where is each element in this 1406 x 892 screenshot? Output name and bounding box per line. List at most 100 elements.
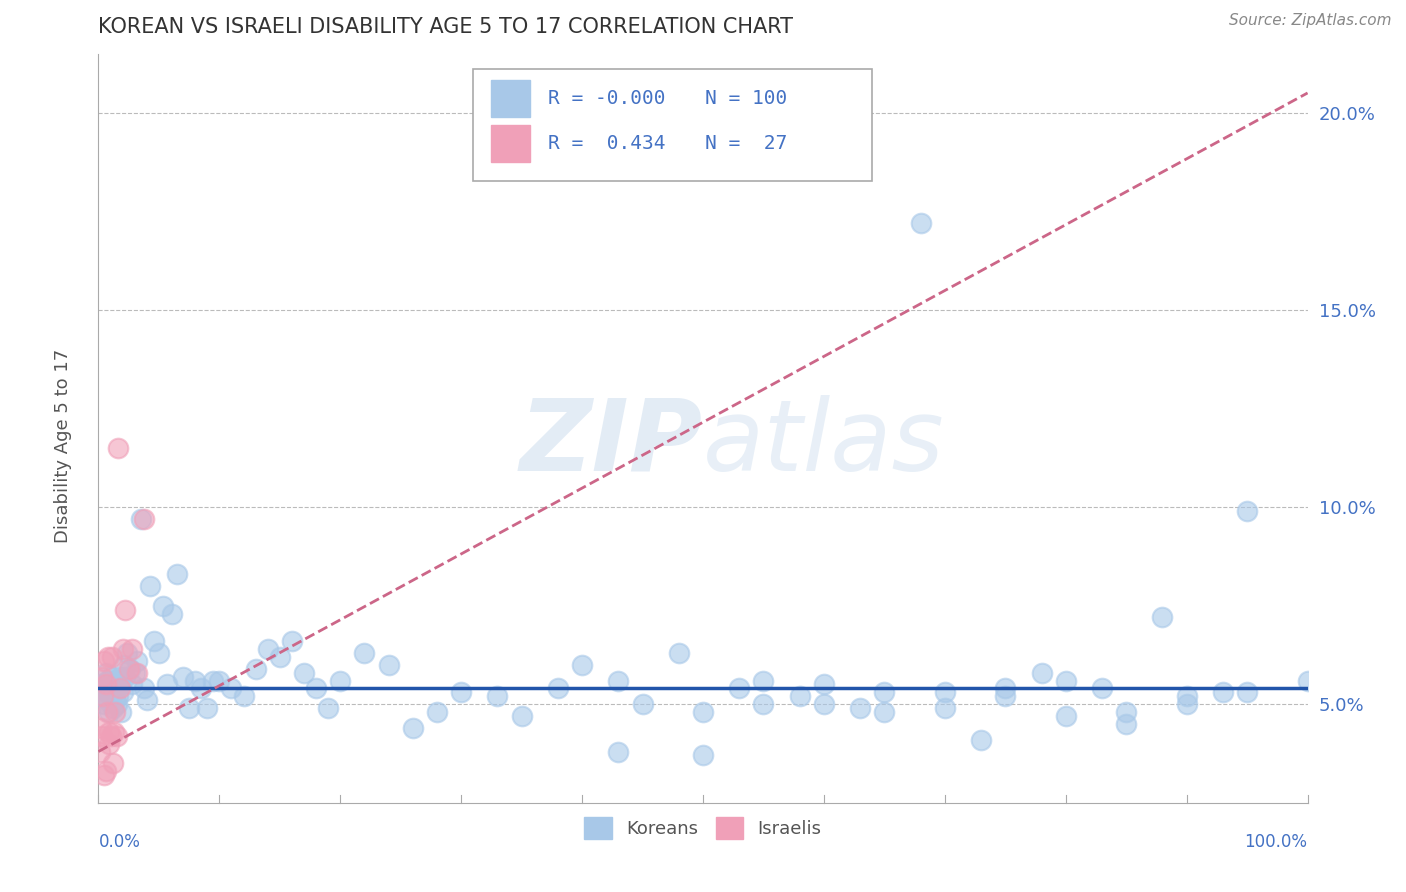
- Point: [108, 677, 131, 691]
- Point: [100, 649, 122, 664]
- Point: [93, 768, 115, 782]
- Point: [94, 677, 117, 691]
- Point: [994, 690, 1017, 704]
- Point: [100, 729, 122, 743]
- Bar: [492, 79, 530, 117]
- Point: [96, 705, 118, 719]
- Point: [789, 690, 811, 704]
- Point: [1175, 697, 1198, 711]
- Point: [547, 681, 569, 696]
- Point: [124, 665, 146, 680]
- Point: [510, 709, 533, 723]
- Point: [728, 681, 751, 696]
- Point: [692, 705, 714, 719]
- Point: [94, 764, 117, 779]
- Point: [107, 690, 129, 704]
- Text: R =  0.434: R = 0.434: [548, 134, 665, 153]
- Point: [117, 646, 139, 660]
- Point: [1115, 705, 1137, 719]
- Point: [179, 701, 201, 715]
- Text: KOREAN VS ISRAELI DISABILITY AGE 5 TO 17 CORRELATION CHART: KOREAN VS ISRAELI DISABILITY AGE 5 TO 17…: [98, 17, 793, 37]
- Point: [100, 677, 122, 691]
- Bar: [492, 125, 530, 162]
- Point: [90, 721, 112, 735]
- Text: 0.0%: 0.0%: [98, 833, 141, 851]
- Point: [1212, 685, 1234, 699]
- Point: [98, 705, 121, 719]
- Text: Disability Age 5 to 17: Disability Age 5 to 17: [55, 349, 72, 543]
- Point: [111, 642, 134, 657]
- Point: [172, 670, 194, 684]
- Text: N = 100: N = 100: [706, 89, 787, 108]
- Point: [692, 748, 714, 763]
- Point: [98, 737, 121, 751]
- Text: N =  27: N = 27: [706, 134, 787, 153]
- Point: [101, 756, 124, 771]
- Point: [104, 673, 127, 688]
- Point: [118, 662, 141, 676]
- Point: [1236, 504, 1258, 518]
- Point: [96, 673, 118, 688]
- Point: [813, 697, 835, 711]
- Point: [105, 729, 128, 743]
- Point: [143, 634, 166, 648]
- Point: [134, 681, 156, 696]
- Point: [813, 677, 835, 691]
- Point: [134, 512, 156, 526]
- Point: [118, 662, 141, 676]
- Point: [93, 697, 115, 711]
- Point: [668, 646, 690, 660]
- Point: [934, 701, 956, 715]
- Point: [994, 681, 1017, 696]
- Point: [208, 673, 231, 688]
- Point: [108, 670, 131, 684]
- Point: [1115, 717, 1137, 731]
- Point: [195, 701, 218, 715]
- Point: [607, 745, 630, 759]
- Point: [1236, 685, 1258, 699]
- Point: [135, 693, 157, 707]
- Point: [934, 685, 956, 699]
- Point: [631, 697, 654, 711]
- Point: [202, 673, 225, 688]
- Point: [221, 681, 243, 696]
- Point: [96, 693, 118, 707]
- Point: [1296, 673, 1319, 688]
- Point: [752, 673, 775, 688]
- Point: [426, 705, 449, 719]
- Point: [111, 685, 134, 699]
- Point: [305, 681, 328, 696]
- Point: [245, 662, 267, 676]
- Point: [849, 701, 872, 715]
- Point: [152, 599, 174, 613]
- Point: [100, 690, 122, 704]
- Point: [1054, 673, 1077, 688]
- Point: [139, 579, 162, 593]
- Point: [91, 729, 114, 743]
- Point: [110, 705, 132, 719]
- Point: [910, 216, 932, 230]
- Point: [1091, 681, 1114, 696]
- Point: [100, 670, 122, 684]
- Point: [377, 657, 399, 672]
- Point: [93, 654, 115, 668]
- Legend: Koreans, Israelis: Koreans, Israelis: [578, 810, 828, 847]
- Point: [752, 697, 775, 711]
- Text: 100.0%: 100.0%: [1244, 833, 1308, 851]
- Point: [105, 681, 128, 696]
- Point: [450, 685, 472, 699]
- Point: [184, 673, 207, 688]
- Point: [97, 685, 120, 699]
- Point: [127, 665, 149, 680]
- Point: [571, 657, 593, 672]
- Point: [129, 512, 152, 526]
- Point: [873, 705, 896, 719]
- Point: [105, 697, 128, 711]
- Point: [1175, 690, 1198, 704]
- Point: [103, 685, 125, 699]
- Point: [97, 649, 120, 664]
- Point: [269, 649, 291, 664]
- Point: [103, 724, 125, 739]
- Text: ZIP: ZIP: [520, 394, 703, 491]
- Point: [94, 681, 117, 696]
